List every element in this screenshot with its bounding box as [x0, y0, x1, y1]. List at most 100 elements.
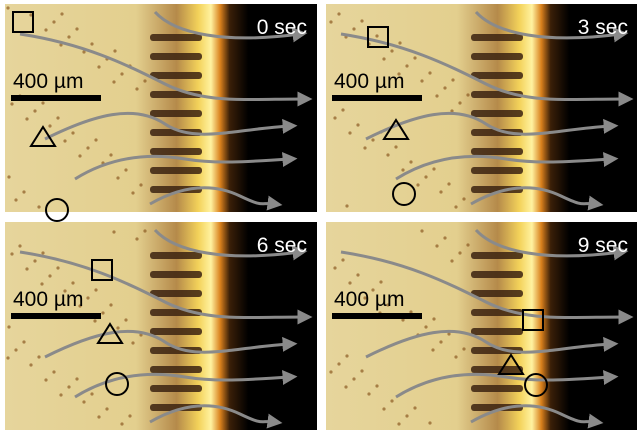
electrode-finger: [150, 72, 202, 79]
particle: [124, 168, 127, 171]
particle: [401, 168, 404, 171]
electrode-finger: [150, 366, 202, 373]
particle: [379, 280, 382, 283]
electrode-finger: [471, 366, 523, 373]
particle: [451, 78, 454, 81]
particle: [345, 354, 348, 357]
particle: [113, 49, 116, 52]
particle: [409, 160, 412, 163]
particle: [462, 197, 465, 200]
electrode-finger: [471, 328, 523, 335]
electrode-finger: [471, 110, 523, 117]
electrode-finger: [150, 167, 202, 174]
particle: [405, 64, 408, 67]
particle: [63, 139, 66, 142]
particle: [435, 244, 438, 247]
time-label: 0 sec: [257, 16, 307, 39]
scale-bar: [11, 313, 101, 319]
particle: [25, 267, 28, 270]
particle: [345, 204, 348, 207]
particle: [128, 414, 131, 417]
particle: [41, 251, 44, 254]
particle: [333, 266, 336, 269]
electrode-finger: [471, 290, 523, 297]
panel: 9 sec 400 µm: [326, 222, 637, 430]
particle: [352, 27, 355, 30]
particle: [6, 356, 9, 359]
particle: [371, 138, 374, 141]
particle: [398, 41, 401, 44]
particle: [120, 422, 123, 425]
particle: [48, 274, 51, 277]
particle: [41, 101, 44, 104]
electrode-finger: [471, 53, 523, 60]
time-label: 9 sec: [578, 234, 628, 257]
electrode-finger: [150, 252, 202, 259]
electrode-finger: [471, 252, 523, 259]
particle: [44, 378, 47, 381]
particle: [97, 415, 100, 418]
particle: [424, 325, 427, 328]
particle: [466, 243, 469, 246]
particle: [78, 154, 81, 157]
particle: [382, 407, 385, 410]
particle: [462, 347, 465, 350]
particle: [52, 20, 55, 23]
particle: [75, 27, 78, 30]
particle: [71, 131, 74, 134]
particle: [22, 190, 25, 193]
particle: [67, 385, 70, 388]
electrode-finger: [150, 385, 202, 392]
scale-label: 400 µm: [13, 70, 83, 93]
particle: [447, 182, 450, 185]
electrode-finger: [150, 328, 202, 335]
particle: [333, 116, 336, 119]
particle: [135, 87, 138, 90]
particle: [14, 348, 17, 351]
particle: [405, 414, 408, 417]
particle: [7, 175, 10, 178]
electrode-finger: [150, 271, 202, 278]
particle: [29, 363, 32, 366]
particle: [360, 19, 363, 22]
particle: [356, 123, 359, 126]
particle: [413, 56, 416, 59]
particle: [360, 369, 363, 372]
particle: [390, 49, 393, 52]
particle: [109, 303, 112, 306]
particle: [466, 93, 469, 96]
particle: [344, 385, 347, 388]
electrode-finger: [150, 34, 202, 41]
particle: [14, 198, 17, 201]
particle: [75, 377, 78, 380]
particle: [413, 406, 416, 409]
particle: [120, 72, 123, 75]
particle: [454, 355, 457, 358]
particle: [90, 42, 93, 45]
particle: [352, 377, 355, 380]
particle: [428, 71, 431, 74]
particle: [33, 259, 36, 262]
particle: [363, 146, 366, 149]
particle: [329, 370, 332, 373]
panel: 3 sec400 µm: [326, 4, 637, 212]
particle: [382, 57, 385, 60]
particle: [329, 20, 332, 23]
particle: [124, 318, 127, 321]
particle: [416, 183, 419, 186]
particle: [428, 421, 431, 424]
particle: [109, 153, 112, 156]
time-label: 6 sec: [257, 234, 307, 257]
particle: [105, 407, 108, 410]
figure: 0 sec400 µm3 sec400 µm6 sec400 µm9 sec40…: [0, 0, 637, 432]
particle: [82, 400, 85, 403]
electrode-finger: [471, 167, 523, 174]
particle: [56, 266, 59, 269]
particle: [6, 6, 9, 9]
scale-bar: [332, 95, 422, 101]
particle: [52, 370, 55, 373]
particle: [337, 12, 340, 15]
scale-label: 400 µm: [334, 288, 404, 311]
particle: [48, 124, 51, 127]
particle: [40, 282, 43, 285]
